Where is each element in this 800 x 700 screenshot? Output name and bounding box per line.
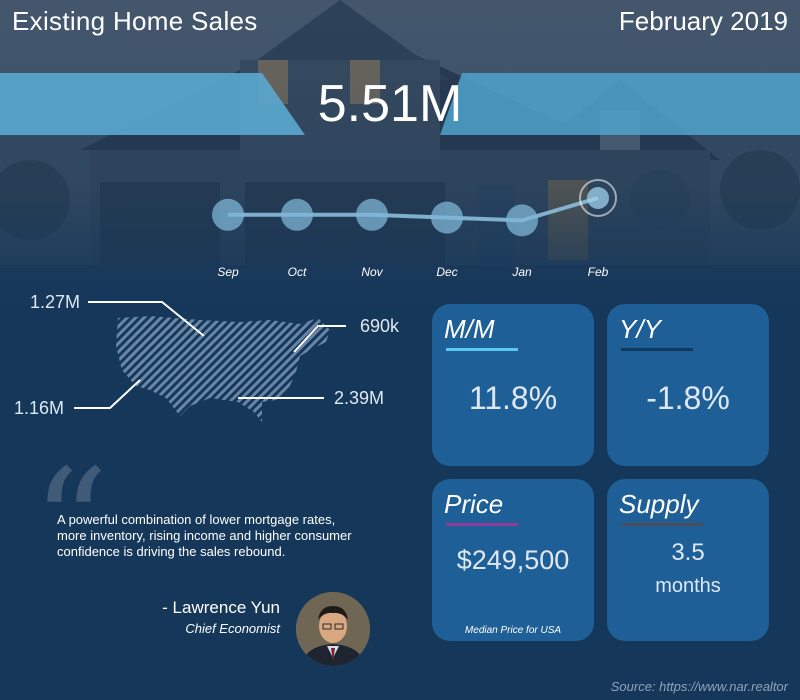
report-date: February 2019 [618,6,788,36]
mm-card-accent-rule [446,348,518,351]
leader-line-midwest [88,301,205,337]
supply-card-label: Supply [619,489,699,519]
quote-author-role: Chief Economist [185,621,280,636]
supply-card: Supply 3.5 months [607,479,769,641]
author-portrait [296,592,370,666]
month-label-sep: Sep [217,265,239,279]
mm-card-label: M/M [444,314,495,344]
quote-text: A powerful combination of lower mortgage… [57,512,352,559]
yy-card-value: -1.8% [646,380,730,416]
trend-point-feb [587,187,609,209]
quote-author-name: - Lawrence Yun [162,598,280,617]
month-label-feb: Feb [588,265,609,279]
quote-mark-icon: “ [32,438,109,612]
monthly-trend-chart: Sep Oct Nov Dec Jan Feb [212,179,617,279]
trend-point-nov [356,198,388,231]
hero-overlay [0,0,800,310]
price-card: Price $249,500 Median Price for USA [432,479,594,641]
month-label-nov: Nov [361,265,383,279]
avatar [296,592,370,666]
us-region-map [74,301,346,422]
trend-point-oct [281,198,313,231]
trend-point-sep [212,198,244,231]
month-label-dec: Dec [436,265,457,279]
price-card-accent-rule [446,523,518,526]
trend-point-jan [506,204,538,237]
month-label-jan: Jan [511,265,532,279]
median-price-note: Median Price for USA [464,625,562,636]
supply-unit: months [655,575,721,597]
yy-change-card: Y/Y -1.8% [607,304,769,466]
northeast-sales-label: 690k [360,316,400,336]
page-title: Existing Home Sales [12,6,258,36]
yy-card-accent-rule [621,348,693,351]
month-label-oct: Oct [288,265,307,279]
mm-change-card: M/M 11.8% [432,304,594,466]
price-card-label: Price [444,489,504,519]
mm-card-value: 11.8% [468,380,558,416]
west-sales-label: 1.16M [14,398,65,418]
supply-value: 3.5 [671,539,705,566]
south-sales-label: 2.39M [334,388,385,408]
median-price-value: $249,500 [456,545,570,575]
source-attribution: Source: https://www.nar.realtor [610,679,788,694]
headline-band-right [440,73,800,135]
trend-point-dec [431,201,463,234]
us-map-shape [116,316,330,422]
yy-card-label: Y/Y [619,314,661,344]
leader-line-west [74,379,141,409]
supply-card-accent-rule [621,523,703,526]
highlight-ring [579,179,617,217]
headline-sales-value: 5.51M [317,75,463,133]
headline-band-left [0,73,305,135]
leader-line-northeast [293,325,346,353]
midwest-sales-label: 1.27M [30,292,81,312]
